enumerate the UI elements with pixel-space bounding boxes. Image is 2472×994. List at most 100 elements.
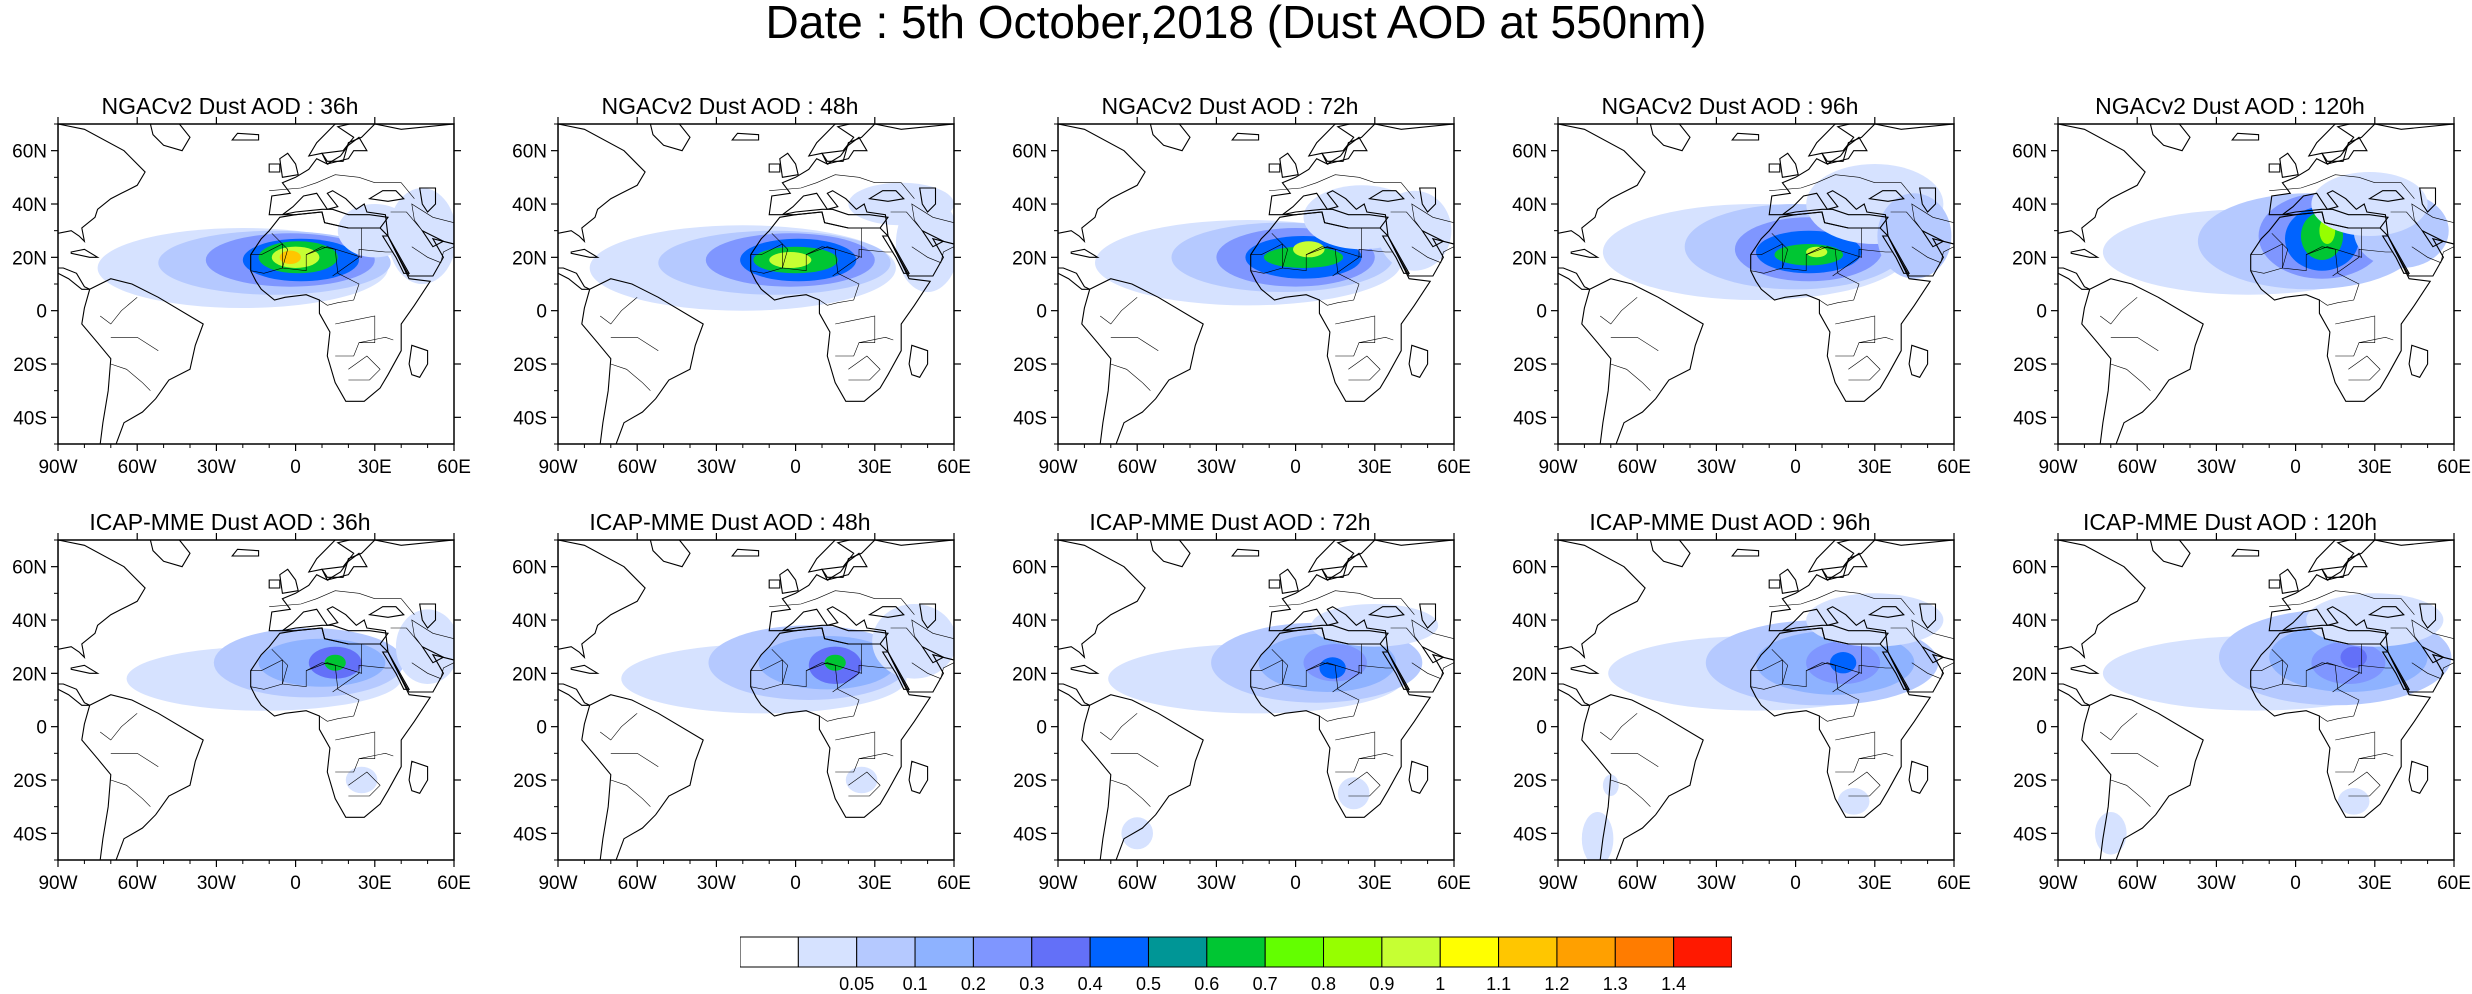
country-border [1306, 662, 1360, 722]
country-border [1110, 753, 1159, 767]
dust-aod-shading [97, 188, 454, 308]
country-border [1890, 203, 1954, 231]
aod-contour-fill [2311, 172, 2428, 236]
dust-aod-map: 90W 60W 30W 0 30E 60E 60N 40N 20N 0 20S 40S [2012, 533, 2471, 894]
waterbody-blackSea [1867, 190, 1905, 202]
coastline-iceland [2231, 132, 2260, 141]
lon-tick-label: 60W [618, 457, 657, 478]
country-border [2269, 174, 2415, 199]
waterbody-persianGulf [1420, 229, 1445, 248]
country-border [1750, 649, 1789, 690]
coastline-northAmerica [1058, 540, 1146, 659]
map-panel: NGACv2 Dust AOD : 48h 90W 60W 30W 0 30E 60E 60N… [512, 92, 971, 478]
coastline-southAmerica [1081, 694, 1204, 860]
coastline-centralAmerica [58, 683, 90, 706]
country-border [390, 203, 454, 231]
waterbody-persianGulf [420, 645, 445, 664]
coastline-cuba [70, 664, 100, 674]
coastline-britain [1279, 568, 1299, 594]
waterbody-caspian [1919, 187, 1937, 213]
lat-tick-label: 40S [1513, 408, 1547, 429]
lon-tick-label: 30E [858, 873, 892, 894]
colorbar-label: 1.1 [1486, 974, 1511, 994]
country-border [269, 590, 415, 615]
country-border [1110, 337, 1159, 351]
colorbar-swatch [1031, 936, 1091, 968]
country-border [750, 649, 789, 690]
lon-tick-label: 90W [1038, 873, 1077, 894]
lon-tick-label: 30W [197, 873, 236, 894]
lon-tick-label: 60E [937, 457, 971, 478]
lon-tick-label: 60W [118, 457, 157, 478]
lat-tick-label: 20S [513, 355, 547, 376]
waterbody-baltic [2327, 552, 2368, 581]
panel-title: NGACv2 Dust AOD : 48h [601, 93, 859, 119]
coastline-iceland [2231, 548, 2260, 557]
country-border [1332, 664, 1394, 693]
dust-aod-map: 90W 60W 30W 0 30E 60E 60N 40N 20N 0 20S 40S [1512, 117, 1971, 478]
lon-tick-label: 30E [858, 457, 892, 478]
aod-contour-fill [1311, 604, 1439, 647]
country-border [332, 248, 394, 277]
waterbody-redSea [2381, 235, 2411, 274]
coastline-southAmerica [2081, 694, 2204, 860]
waterbody-redSea [381, 235, 411, 274]
coastline-cuba [570, 664, 600, 674]
coastline-ireland [768, 163, 781, 173]
coastline-greenland [2149, 124, 2191, 152]
waterbody-redSea [1381, 235, 1411, 274]
lon-tick-label: 60W [2118, 457, 2157, 478]
coastline-madagascar [1908, 760, 1929, 794]
lat-tick-label: 60N [512, 142, 547, 163]
coastline-madagascar [2408, 344, 2429, 378]
coastline-ireland [2268, 579, 2281, 589]
lat-tick-label: 20N [512, 664, 547, 685]
panel-title: NGACv2 Dust AOD : 72h [1101, 93, 1359, 119]
lon-tick-label: 60E [1937, 457, 1971, 478]
country-border [250, 644, 362, 688]
coastline-northAmerica [58, 540, 146, 659]
country-border [1610, 779, 1651, 807]
coastline-britain [1279, 152, 1299, 178]
lat-tick-label: 60N [1012, 142, 1047, 163]
coastlines [558, 540, 954, 860]
lat-tick-label: 20S [1013, 355, 1047, 376]
country-border [1806, 246, 1860, 306]
country-border [1769, 174, 1915, 199]
coastline-greenland [2149, 540, 2191, 568]
coastline-cuba [70, 248, 100, 258]
coastline-southAmerica [1081, 278, 1204, 444]
country-border [1769, 590, 1915, 615]
lat-tick-label: 60N [1512, 558, 1547, 579]
waterbody-blackSea [367, 190, 405, 202]
colorbar-label: 1.3 [1603, 974, 1628, 994]
coastline-ireland [1768, 579, 1781, 589]
aod-contour-fill [2095, 812, 2127, 855]
colorbar-label: 0.1 [903, 974, 928, 994]
coastline-britain [779, 568, 799, 594]
colorbar-swatch [1323, 936, 1383, 968]
country-border [750, 233, 789, 274]
lon-tick-label: 0 [290, 457, 301, 478]
aod-contour-fill [279, 250, 301, 264]
country-border [250, 228, 362, 272]
country-border [2306, 662, 2360, 722]
lat-tick-label: 40N [1512, 195, 1547, 216]
colorbar-swatch [1556, 936, 1616, 968]
lat-tick-label: 20S [513, 771, 547, 792]
country-border [769, 174, 915, 199]
coastline-britain [2279, 152, 2299, 178]
coastlines [58, 124, 454, 444]
waterbody-mediterranean [782, 624, 889, 645]
country-border [1348, 771, 1381, 797]
map-panel: ICAP-MME Dust AOD : 96h 90W 60W 30W 0 30E 60E 6… [1512, 508, 1971, 894]
coastlines [2058, 124, 2454, 444]
coastline-ireland [268, 163, 281, 173]
country-border [110, 779, 151, 807]
country-border [1858, 752, 1894, 759]
coastlines [1058, 124, 1454, 444]
coastline-ireland [1768, 163, 1781, 173]
lat-tick-label: 0 [1036, 302, 1047, 323]
lon-tick-label: 60E [1437, 873, 1471, 894]
coastline-britain [779, 152, 799, 178]
